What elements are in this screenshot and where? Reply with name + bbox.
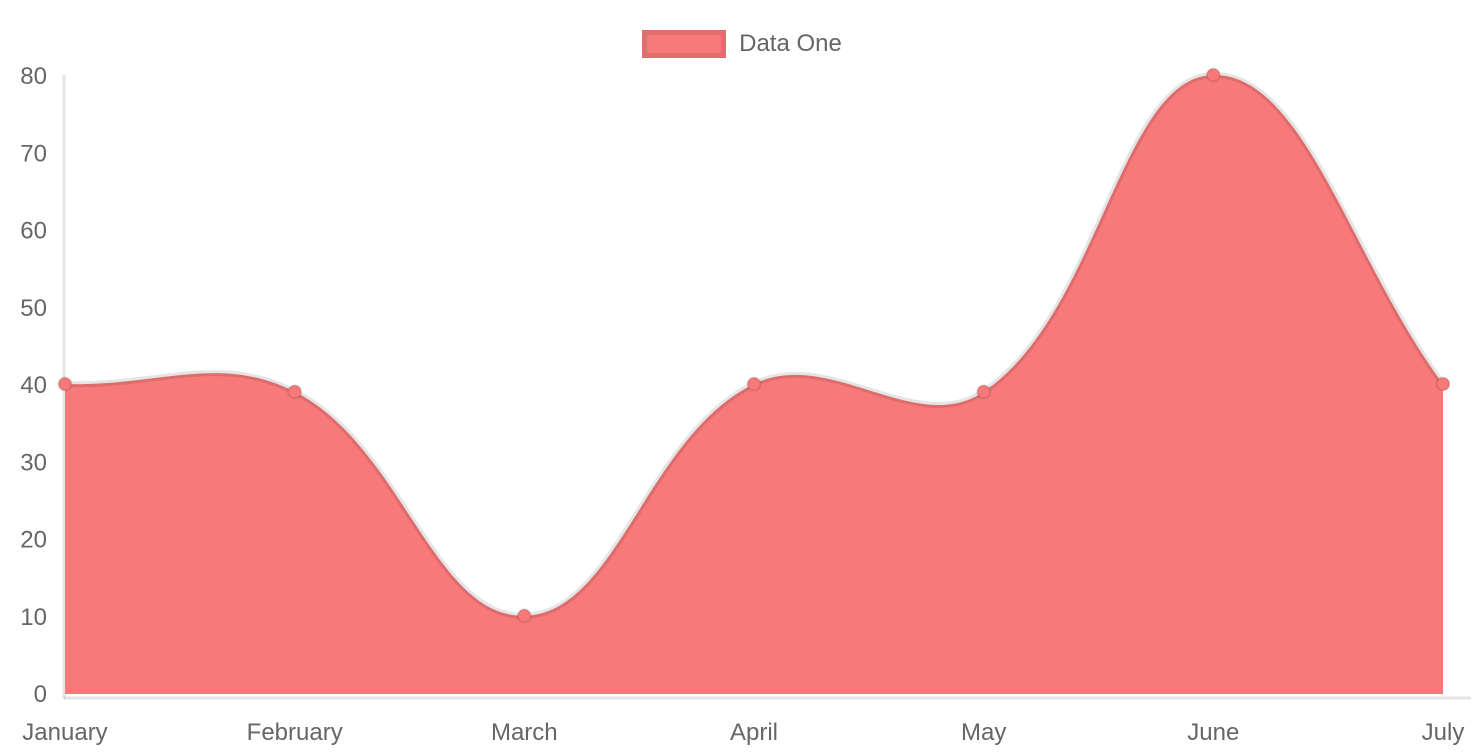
- x-tick-label-april: April: [730, 719, 778, 746]
- legend: Data One: [0, 30, 1484, 58]
- data-point-june[interactable]: [1205, 67, 1221, 83]
- data-point-april[interactable]: [746, 376, 762, 392]
- data-point-july[interactable]: [1435, 376, 1451, 392]
- y-tick-label: 40: [20, 372, 47, 399]
- legend-item-data-one[interactable]: Data One: [642, 30, 842, 58]
- x-tick-label-july: July: [1422, 719, 1465, 746]
- x-tick-label-june: June: [1187, 719, 1239, 746]
- y-tick-label: 80: [20, 63, 47, 90]
- line-path: [62, 71, 1446, 619]
- x-tick-label-march: March: [491, 719, 558, 746]
- data-point-february[interactable]: [287, 384, 303, 400]
- y-tick-label: 50: [20, 295, 47, 322]
- data-point-january[interactable]: [57, 376, 73, 392]
- x-tick-label-may: May: [961, 719, 1006, 746]
- legend-swatch: [642, 30, 727, 58]
- x-tick-label-february: February: [247, 719, 343, 746]
- data-point-march[interactable]: [516, 608, 532, 624]
- y-tick-label: 60: [20, 218, 47, 245]
- y-tick-label: 10: [20, 604, 47, 631]
- legend-label: Data One: [739, 30, 842, 57]
- x-tick-label-january: January: [22, 719, 107, 746]
- data-point-may[interactable]: [976, 384, 992, 400]
- y-tick-label: 0: [34, 681, 47, 708]
- y-tick-label: 70: [20, 140, 47, 167]
- y-tick-label: 30: [20, 449, 47, 476]
- y-tick-label: 20: [20, 527, 47, 554]
